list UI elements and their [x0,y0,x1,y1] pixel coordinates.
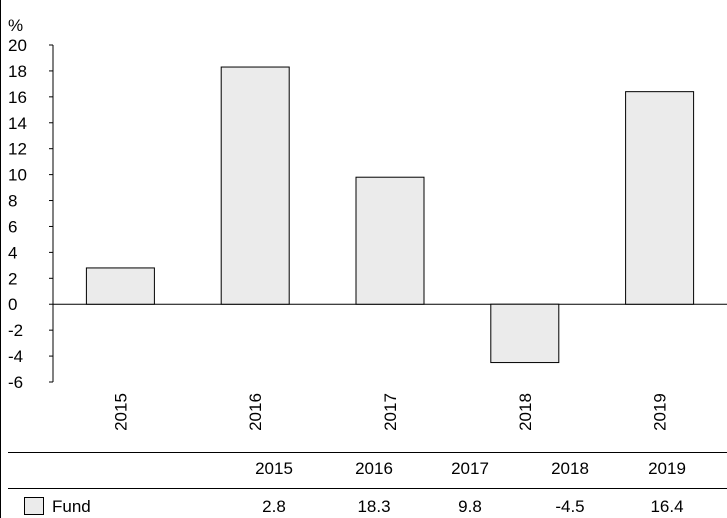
table-header-2015: 2015 [255,459,293,478]
y-tick-label: -6 [8,373,23,392]
y-tick-label: -4 [8,347,23,366]
bar-2019 [625,91,695,305]
legend-label-fund: Fund [52,497,91,516]
table-header-2017: 2017 [451,459,489,478]
y-tick-label: 8 [8,192,17,211]
y-tick-label: 12 [8,140,27,159]
y-tick-label: 16 [8,88,27,107]
legend-swatch-fund [24,497,44,515]
y-tick-label: 20 [8,36,27,55]
y-tick-label: 14 [8,114,27,133]
y-tick-label: 4 [8,243,17,262]
y-tick-label: -2 [8,321,23,340]
table-cell-fund-2018: -4.5 [555,497,585,516]
bar-2016 [220,66,290,305]
table-header-2019: 2019 [648,459,686,478]
table-cell-fund-2019: 16.4 [650,497,684,516]
table-mid-rule [8,488,727,489]
bar-2018 [490,303,560,364]
frame-border-left [0,0,1,518]
y-axis-unit-label: % [8,16,23,35]
x-tick-label-2016: 2016 [246,393,265,431]
y-tick-label: 10 [8,166,27,185]
bars-group [85,66,695,364]
table-header-2016: 2016 [355,459,393,478]
y-tick-label: 18 [8,62,27,81]
y-tick-label: 2 [8,269,17,288]
x-tick-label-2017: 2017 [381,393,400,431]
y-tick-label: 6 [8,217,17,236]
table-cell-fund-2015: 2.8 [262,497,286,516]
bar-2015 [85,267,155,305]
x-tick-label-2018: 2018 [516,393,535,431]
x-tick-label-2019: 2019 [651,393,670,431]
table-cell-fund-2016: 18.3 [357,497,391,516]
table-top-rule [8,452,727,453]
table-cell-fund-2017: 9.8 [458,497,482,516]
x-tick-label-2015: 2015 [111,393,130,431]
x-axis-labels: 2015 2016 2017 2018 2019 [111,393,669,431]
y-tick-label: 0 [8,295,17,314]
table-header-2018: 2018 [551,459,589,478]
bar-2017 [355,176,425,305]
